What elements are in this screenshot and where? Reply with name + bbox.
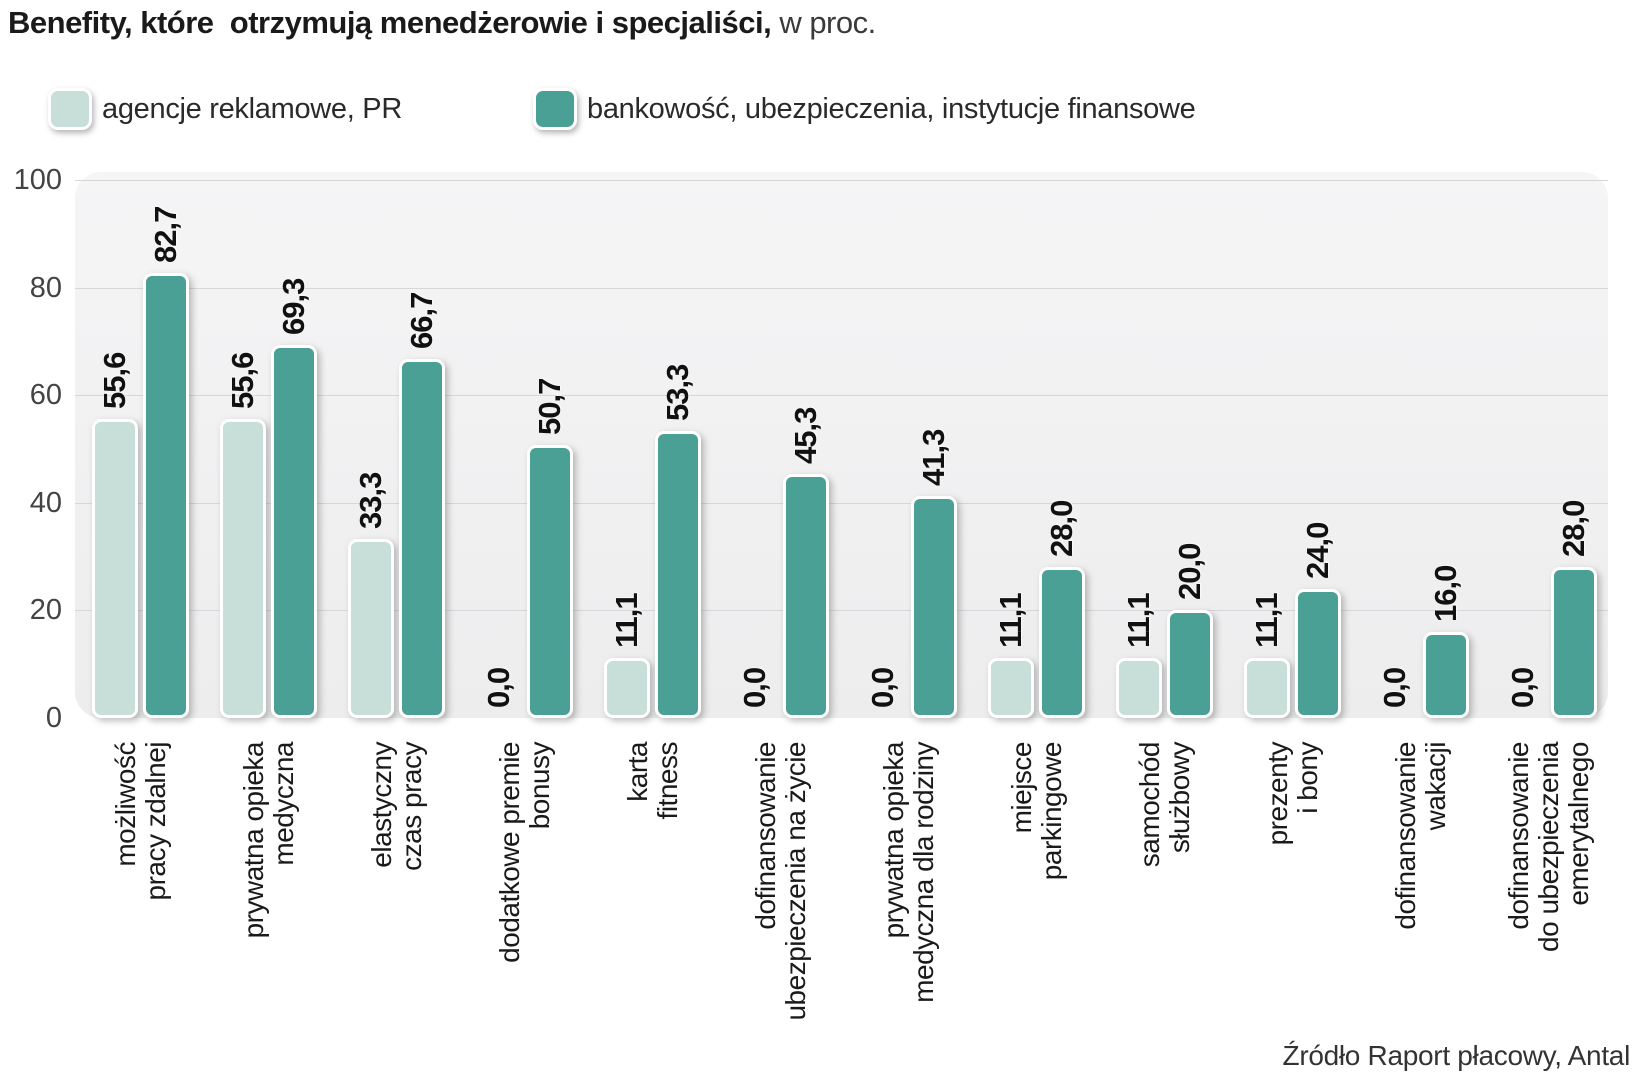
bar-value-label: 0,0	[481, 667, 516, 708]
bar-value-label: 69,3	[276, 278, 311, 336]
y-tick-label-60: 60	[29, 379, 62, 412]
category-label: dofinansowanie wakacji	[1389, 742, 1451, 930]
category-label: dofinansowanie do ubezpieczenia emerytal…	[1502, 742, 1594, 952]
bar-value-label: 20,0	[1172, 544, 1207, 601]
bar-value-label: 11,1	[993, 593, 1028, 649]
category-label: dodatkowe premie bonusy	[493, 742, 555, 963]
bar	[988, 658, 1034, 718]
gridline-20	[75, 610, 1608, 612]
bar-value-label: 53,3	[660, 364, 695, 422]
bar-value-label: 66,7	[404, 292, 439, 350]
bar-value-label: 55,6	[225, 352, 260, 409]
plot-area	[75, 172, 1608, 718]
bar-value-label: 55,6	[97, 352, 132, 409]
legend-swatch-agencje	[48, 88, 92, 130]
category-label: miejsce parkingowe	[1005, 742, 1067, 881]
bar	[783, 474, 829, 718]
bar-value-label: 28,0	[1044, 501, 1079, 558]
bar	[1551, 567, 1597, 718]
bar	[1423, 631, 1469, 718]
chart-title-bold: Benefity, które otrzymują menedżerowie i…	[8, 5, 772, 40]
y-tick-label-40: 40	[29, 486, 62, 519]
category-label: prywatna opieka medyczna	[237, 742, 299, 939]
bar	[220, 418, 266, 718]
bar-value-label: 45,3	[788, 407, 823, 465]
y-tick-label-20: 20	[29, 594, 62, 627]
y-tick-label-80: 80	[29, 271, 62, 304]
bar	[348, 538, 394, 718]
category-label: samochód służbowy	[1133, 742, 1195, 868]
y-tick-label-100: 100	[13, 164, 62, 196]
bar	[1244, 658, 1290, 718]
legend-label-agencje: agencje reklamowe, PR	[102, 93, 402, 125]
gridline-60	[75, 395, 1608, 397]
bar-value-label: 33,3	[353, 472, 388, 529]
bar	[1295, 588, 1341, 718]
bar	[655, 431, 701, 718]
bar-value-label: 24,0	[1300, 522, 1335, 579]
bar	[527, 445, 573, 718]
bar	[911, 495, 957, 718]
bar-value-label: 0,0	[1377, 667, 1412, 708]
bar-value-label: 11,1	[1249, 593, 1284, 649]
bar-value-label: 0,0	[865, 667, 900, 708]
bar-value-label: 41,3	[916, 429, 951, 486]
gridline-100	[75, 180, 1608, 181]
bar-value-label: 16,0	[1428, 565, 1463, 622]
bar-value-label: 11,1	[1121, 593, 1156, 649]
bar-value-label: 0,0	[1505, 667, 1540, 708]
category-label: karta fitness	[621, 742, 683, 820]
bar-value-label: 82,7	[148, 206, 183, 264]
category-label: prywatna opieka medyczna dla rodziny	[877, 742, 939, 1003]
y-tick-label-0: 0	[45, 702, 62, 734]
category-label: dofinansowanie ubezpieczenia na życie	[749, 742, 811, 1021]
bar	[271, 345, 317, 718]
legend-label-bankowosc: bankowość, ubezpieczenia, instytucje fin…	[587, 93, 1196, 125]
bar-value-label: 0,0	[737, 667, 772, 708]
source-note: Źródło Raport płacowy, Antal	[1282, 1040, 1631, 1071]
category-label: prezenty i bony	[1261, 742, 1323, 846]
bar	[604, 658, 650, 718]
chart-title: Benefity, które otrzymują menedżerowie i…	[8, 5, 876, 41]
bar	[1039, 567, 1085, 718]
bar	[399, 359, 445, 718]
category-label: elastyczny czas pracy	[365, 742, 427, 871]
bar	[92, 418, 138, 718]
bar	[1116, 658, 1162, 718]
category-label: możliwość pracy zdalnej	[109, 742, 171, 901]
gridline-80	[75, 287, 1608, 289]
chart-title-suffix: w proc.	[771, 5, 876, 40]
bar-value-label: 50,7	[532, 378, 567, 436]
bar	[143, 273, 189, 718]
bar-value-label: 11,1	[609, 593, 644, 649]
bar	[1167, 610, 1213, 718]
bar-value-label: 28,0	[1556, 501, 1591, 558]
legend-swatch-bankowosc	[533, 88, 577, 130]
gridline-40	[75, 502, 1608, 504]
